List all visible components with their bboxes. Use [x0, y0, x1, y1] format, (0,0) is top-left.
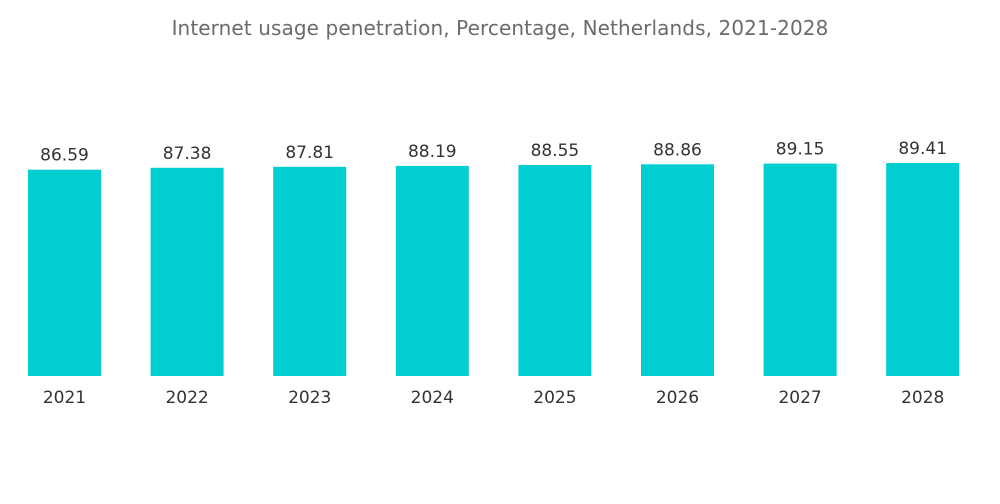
data-label-2022: 87.38 [163, 144, 212, 164]
x-tick-label-2027: 2027 [778, 388, 821, 408]
bar-2028 [886, 163, 960, 376]
data-label-2021: 86.59 [40, 146, 89, 166]
x-tick-label-2025: 2025 [533, 388, 576, 408]
x-tick-label-2023: 2023 [288, 388, 331, 408]
chart-title: Internet usage penetration, Percentage, … [171, 16, 829, 40]
bar-2024 [395, 165, 469, 376]
bar-2021 [28, 169, 101, 376]
data-label-2027: 89.15 [776, 140, 825, 160]
bar-2027 [763, 163, 837, 376]
data-label-2028: 89.41 [898, 139, 947, 159]
data-label-2026: 88.86 [653, 140, 702, 160]
bar-2025 [518, 165, 592, 376]
x-tick-label-2021: 2021 [43, 388, 86, 408]
x-tick-label-2026: 2026 [656, 388, 699, 408]
x-tick-label-2024: 2024 [411, 388, 454, 408]
bar-2023 [273, 166, 347, 376]
data-label-2024: 88.19 [408, 142, 457, 162]
data-label-2023: 87.81 [285, 143, 334, 163]
x-tick-label-2028: 2028 [901, 388, 944, 408]
data-label-2025: 88.55 [531, 141, 580, 161]
bar-2026 [641, 164, 714, 376]
bar-2022 [150, 167, 224, 376]
x-tick-label-2022: 2022 [165, 388, 208, 408]
